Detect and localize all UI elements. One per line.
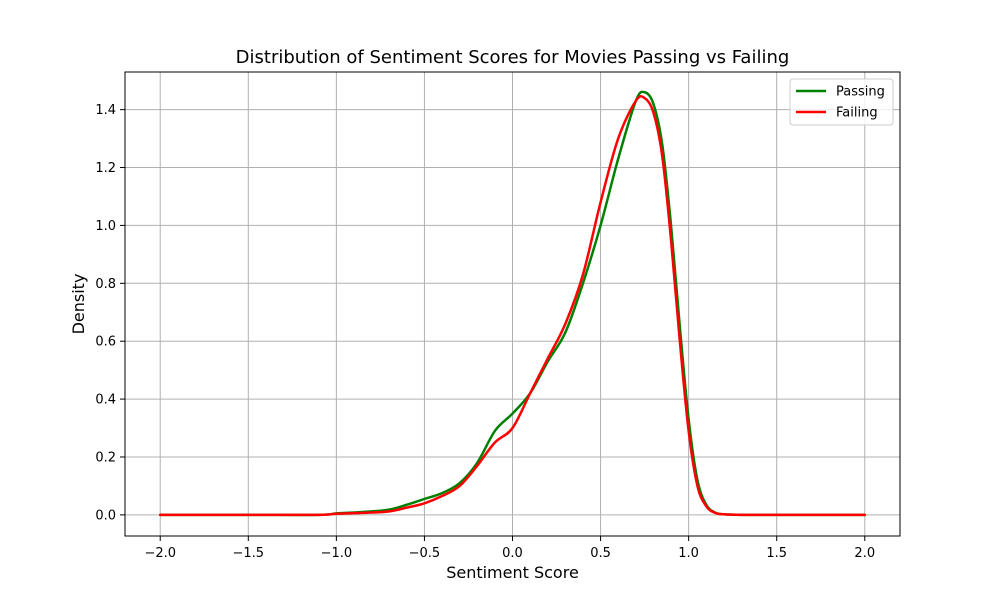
y-tick-label: 0.0 xyxy=(95,508,116,523)
y-tick-label: 1.2 xyxy=(95,161,116,176)
x-tick-label: 0.5 xyxy=(590,546,611,561)
x-tick-label: −2.0 xyxy=(144,546,176,561)
y-tick-label: 1.0 xyxy=(95,219,116,234)
series-lines xyxy=(158,90,867,517)
x-axis-ticks: −2.0 −1.5 −1.0 −0.5 0.0 0.5 1.0 1.5 2.0 xyxy=(144,536,875,561)
y-tick-label: 1.4 xyxy=(95,103,116,118)
y-tick-label: 0.8 xyxy=(95,277,116,292)
y-tick-label: 0.6 xyxy=(95,335,116,350)
x-tick-label: 1.0 xyxy=(678,546,699,561)
chart-title: Distribution of Sentiment Scores for Mov… xyxy=(236,47,790,68)
legend: Passing Failing xyxy=(789,78,894,126)
series-line-failing xyxy=(158,94,867,517)
x-tick-label: −1.5 xyxy=(233,546,265,561)
x-tick-label: −1.0 xyxy=(321,546,353,561)
x-tick-label: 2.0 xyxy=(854,546,875,561)
x-axis-label: Sentiment Score xyxy=(446,563,579,582)
y-tick-label: 0.2 xyxy=(95,450,116,465)
y-axis-ticks: 0.0 0.2 0.4 0.6 0.8 1.0 1.2 1.4 xyxy=(95,103,125,523)
x-tick-label: 1.5 xyxy=(766,546,787,561)
legend-label-passing: Passing xyxy=(836,85,885,100)
y-axis-label: Density xyxy=(69,274,88,335)
x-tick-label: −0.5 xyxy=(409,546,441,561)
x-tick-label: 0.0 xyxy=(502,546,523,561)
legend-label-failing: Failing xyxy=(836,106,878,121)
y-tick-label: 0.4 xyxy=(95,393,116,408)
